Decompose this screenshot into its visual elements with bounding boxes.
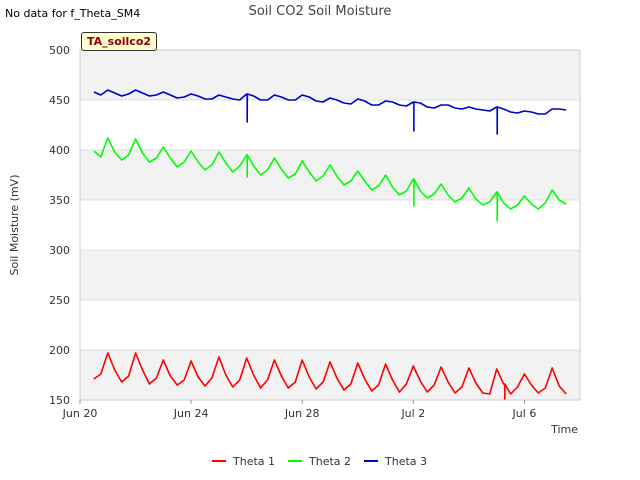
x-tick-label: Jun 28 (284, 407, 320, 420)
grid-band (80, 350, 580, 400)
x-axis-label: Time (550, 423, 578, 436)
series-line-theta-2 (93, 137, 567, 222)
x-axis-ticks: Jun 20 Jun 24 Jun 28 Jul 2 Jul 6 (62, 400, 537, 420)
legend: Theta 1 Theta 2 Theta 3 (212, 455, 427, 468)
y-tick-label: 250 (49, 294, 70, 307)
y-tick-label: 450 (49, 94, 70, 107)
y-axis-ticks: 150 200 250 300 350 400 450 500 (49, 44, 70, 407)
series-line-theta-3 (93, 89, 567, 135)
series-line-theta-1 (93, 352, 567, 400)
legend-label: Theta 3 (384, 455, 427, 468)
legend-label: Theta 1 (232, 455, 275, 468)
x-tick-label: Jul 2 (400, 407, 425, 420)
y-tick-label: 400 (49, 144, 70, 157)
y-tick-label: 200 (49, 344, 70, 357)
grid-band (80, 250, 580, 300)
grid-band (80, 50, 580, 100)
y-tick-label: 150 (49, 394, 70, 407)
legend-label: Theta 2 (308, 455, 351, 468)
chart-title: Soil CO2 Soil Moisture (249, 4, 392, 19)
plot-frame (79, 49, 581, 401)
series-lines (93, 89, 567, 400)
grid-lines (80, 49, 580, 401)
grid-band (80, 150, 580, 200)
y-axis-label: Soil Moisture (mV) (8, 175, 21, 276)
x-tick-label: Jun 24 (173, 407, 209, 420)
y-tick-label: 350 (49, 194, 70, 207)
tag-label: TA_soilco2 (81, 32, 158, 51)
x-tick-label: Jun 20 (62, 407, 98, 420)
x-tick-label: Jul 6 (512, 407, 537, 420)
grid-bands (80, 50, 580, 400)
no-data-note: No data for f_Theta_SM4 (5, 7, 141, 20)
y-tick-label: 500 (49, 44, 70, 57)
y-tick-label: 300 (49, 244, 70, 257)
